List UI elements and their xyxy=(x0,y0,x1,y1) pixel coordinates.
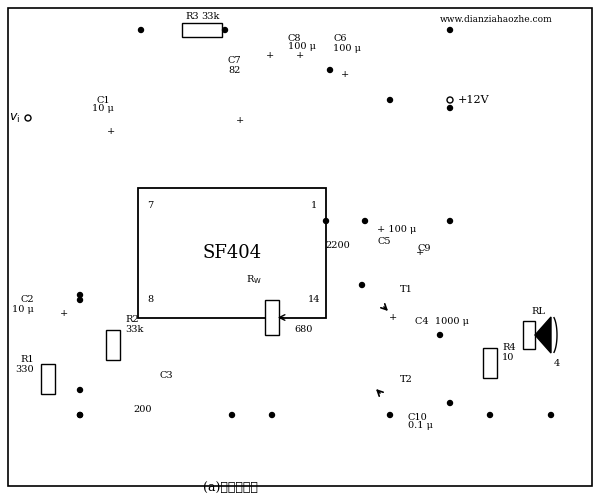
Text: R4: R4 xyxy=(502,344,515,353)
Text: 8: 8 xyxy=(147,296,153,305)
Text: 33k: 33k xyxy=(201,12,219,21)
Text: R3: R3 xyxy=(185,12,199,21)
Text: +: + xyxy=(341,70,349,79)
Bar xyxy=(523,321,535,349)
Text: +: + xyxy=(236,116,244,125)
Text: +: + xyxy=(389,313,397,322)
Text: 14: 14 xyxy=(308,296,320,305)
Text: C6: C6 xyxy=(333,34,347,43)
Text: 200: 200 xyxy=(134,405,152,414)
Text: T2: T2 xyxy=(400,376,413,384)
Text: 0.1 μ: 0.1 μ xyxy=(408,420,433,429)
Circle shape xyxy=(223,28,227,33)
Circle shape xyxy=(229,412,235,417)
Text: R2: R2 xyxy=(125,316,139,325)
Bar xyxy=(265,300,279,335)
Text: 33k: 33k xyxy=(125,326,143,335)
Circle shape xyxy=(77,293,83,298)
Text: C2: C2 xyxy=(20,296,34,305)
Text: T1: T1 xyxy=(400,286,413,295)
Bar xyxy=(182,23,222,37)
Text: R1: R1 xyxy=(20,356,34,365)
Text: 1: 1 xyxy=(311,201,317,210)
Text: C7: C7 xyxy=(228,56,242,65)
Text: 7: 7 xyxy=(147,201,153,210)
Text: C9: C9 xyxy=(417,243,431,253)
Text: R$_{\rm W}$: R$_{\rm W}$ xyxy=(246,274,262,287)
Circle shape xyxy=(77,387,83,392)
Bar xyxy=(41,364,55,394)
Polygon shape xyxy=(535,317,551,353)
Circle shape xyxy=(487,412,493,417)
Text: 10 μ: 10 μ xyxy=(12,305,34,314)
Circle shape xyxy=(437,333,443,338)
Circle shape xyxy=(328,68,332,73)
Circle shape xyxy=(139,28,143,33)
Circle shape xyxy=(359,283,365,288)
Text: 82: 82 xyxy=(228,66,241,75)
Text: 100 μ: 100 μ xyxy=(288,42,316,51)
Text: (a)单电源工作: (a)单电源工作 xyxy=(203,481,257,494)
Circle shape xyxy=(448,28,452,33)
Circle shape xyxy=(388,412,392,417)
Text: www.dianziahaozhe.com: www.dianziahaozhe.com xyxy=(440,15,553,24)
Text: 10: 10 xyxy=(502,354,514,363)
Text: +: + xyxy=(266,51,274,60)
Circle shape xyxy=(388,98,392,103)
Text: +: + xyxy=(107,126,115,135)
Circle shape xyxy=(448,400,452,405)
Text: 10 μ: 10 μ xyxy=(92,104,114,113)
Text: 2200: 2200 xyxy=(325,240,350,249)
Text: 330: 330 xyxy=(16,366,34,375)
Text: C10: C10 xyxy=(408,412,428,421)
Text: + 100 μ: + 100 μ xyxy=(377,224,416,233)
Circle shape xyxy=(448,218,452,223)
Circle shape xyxy=(323,218,329,223)
Text: +: + xyxy=(60,309,68,318)
Text: $v_{\rm i}$: $v_{\rm i}$ xyxy=(9,111,20,125)
Text: +: + xyxy=(296,51,304,60)
Text: 680: 680 xyxy=(294,325,313,334)
Circle shape xyxy=(77,412,83,417)
Circle shape xyxy=(548,412,554,417)
Circle shape xyxy=(77,412,83,417)
Text: C5: C5 xyxy=(377,236,391,245)
Circle shape xyxy=(362,218,367,223)
Bar xyxy=(138,188,326,318)
Text: 4: 4 xyxy=(554,359,560,368)
Circle shape xyxy=(269,412,275,417)
Bar xyxy=(106,330,120,360)
Text: C1: C1 xyxy=(96,96,110,105)
Text: C4  1000 μ: C4 1000 μ xyxy=(415,317,469,326)
Bar xyxy=(483,348,497,377)
Text: RL: RL xyxy=(531,307,545,316)
Text: SF404: SF404 xyxy=(202,244,262,262)
Text: C3: C3 xyxy=(159,371,173,379)
Text: 100 μ: 100 μ xyxy=(333,44,361,53)
Circle shape xyxy=(448,106,452,111)
Circle shape xyxy=(77,298,83,303)
Text: C8: C8 xyxy=(288,34,302,43)
Text: +: + xyxy=(416,248,424,257)
Text: +12V: +12V xyxy=(458,95,490,105)
